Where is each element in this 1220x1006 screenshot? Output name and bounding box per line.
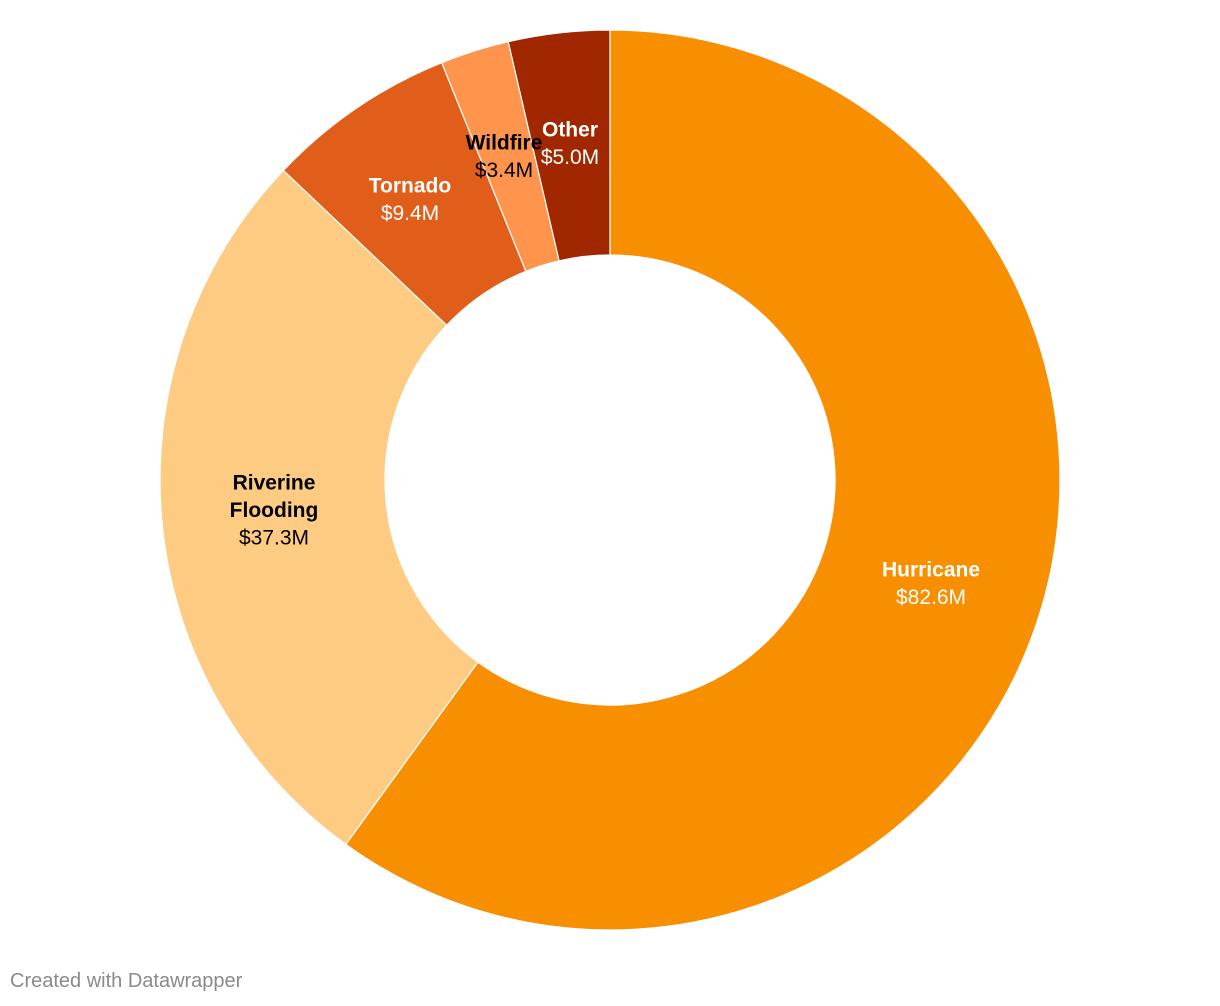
slice-label-other: Other — [542, 119, 598, 142]
slice-riverine-flooding — [159, 169, 479, 846]
slice-value-tornado: $9.4M — [381, 202, 439, 225]
slice-label-riverine-flooding-2: Flooding — [230, 499, 319, 522]
donut-slices — [159, 29, 1061, 931]
slice-other — [507, 29, 611, 262]
slice-hurricane — [344, 29, 1061, 931]
slice-value-hurricane: $82.6M — [896, 586, 966, 609]
slice-value-other: $5.0M — [541, 146, 599, 169]
slice-label-hurricane: Hurricane — [882, 559, 980, 582]
datawrapper-credit: Created with Datawrapper — [10, 970, 243, 992]
slice-value-wildfire: $3.4M — [475, 159, 533, 182]
slice-labels: Hurricane $82.6M Riverine Flooding $37.3M Tor… — [230, 119, 980, 610]
slice-label-riverine-flooding-1: Riverine — [233, 472, 316, 495]
slice-label-tornado: Tornado — [369, 175, 451, 198]
slice-value-riverine-flooding: $37.3M — [239, 527, 309, 550]
slice-label-wildfire: Wildfire — [466, 132, 543, 155]
